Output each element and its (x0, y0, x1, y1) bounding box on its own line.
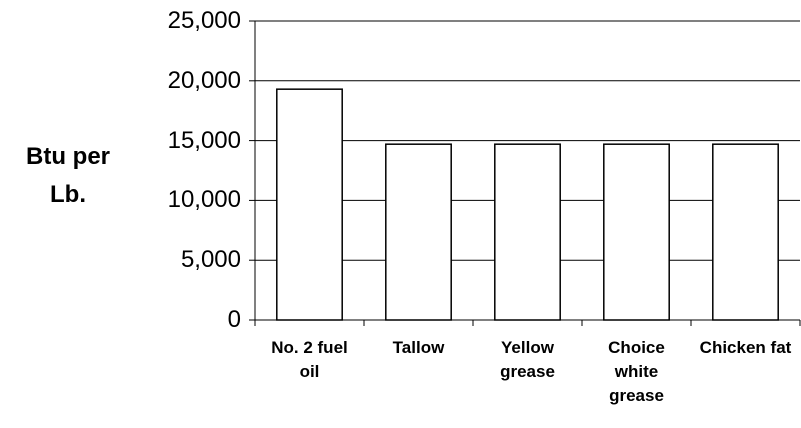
bar (603, 143, 670, 321)
y-tick-label: 10,000 (167, 186, 241, 214)
bar (385, 143, 452, 321)
y-tick-label: 5,000 (180, 246, 241, 274)
y-axis-label: Btu per Lb. (26, 143, 110, 208)
y-tick-label: 15,000 (167, 126, 241, 154)
bar (276, 88, 343, 321)
bar (712, 143, 779, 321)
x-tick-label: Tallow (392, 338, 445, 357)
bar (494, 143, 561, 321)
y-tick-label: 20,000 (167, 66, 241, 94)
x-tick-label: Choice white grease (608, 338, 665, 405)
x-tick-label: Chicken fat (699, 338, 792, 357)
x-tick-label: Yellow grease (500, 338, 555, 381)
y-tick-label: 0 (227, 306, 241, 333)
x-tick-label: No. 2 fuel oil (271, 338, 348, 381)
y-tick-label: 25,000 (167, 7, 241, 34)
